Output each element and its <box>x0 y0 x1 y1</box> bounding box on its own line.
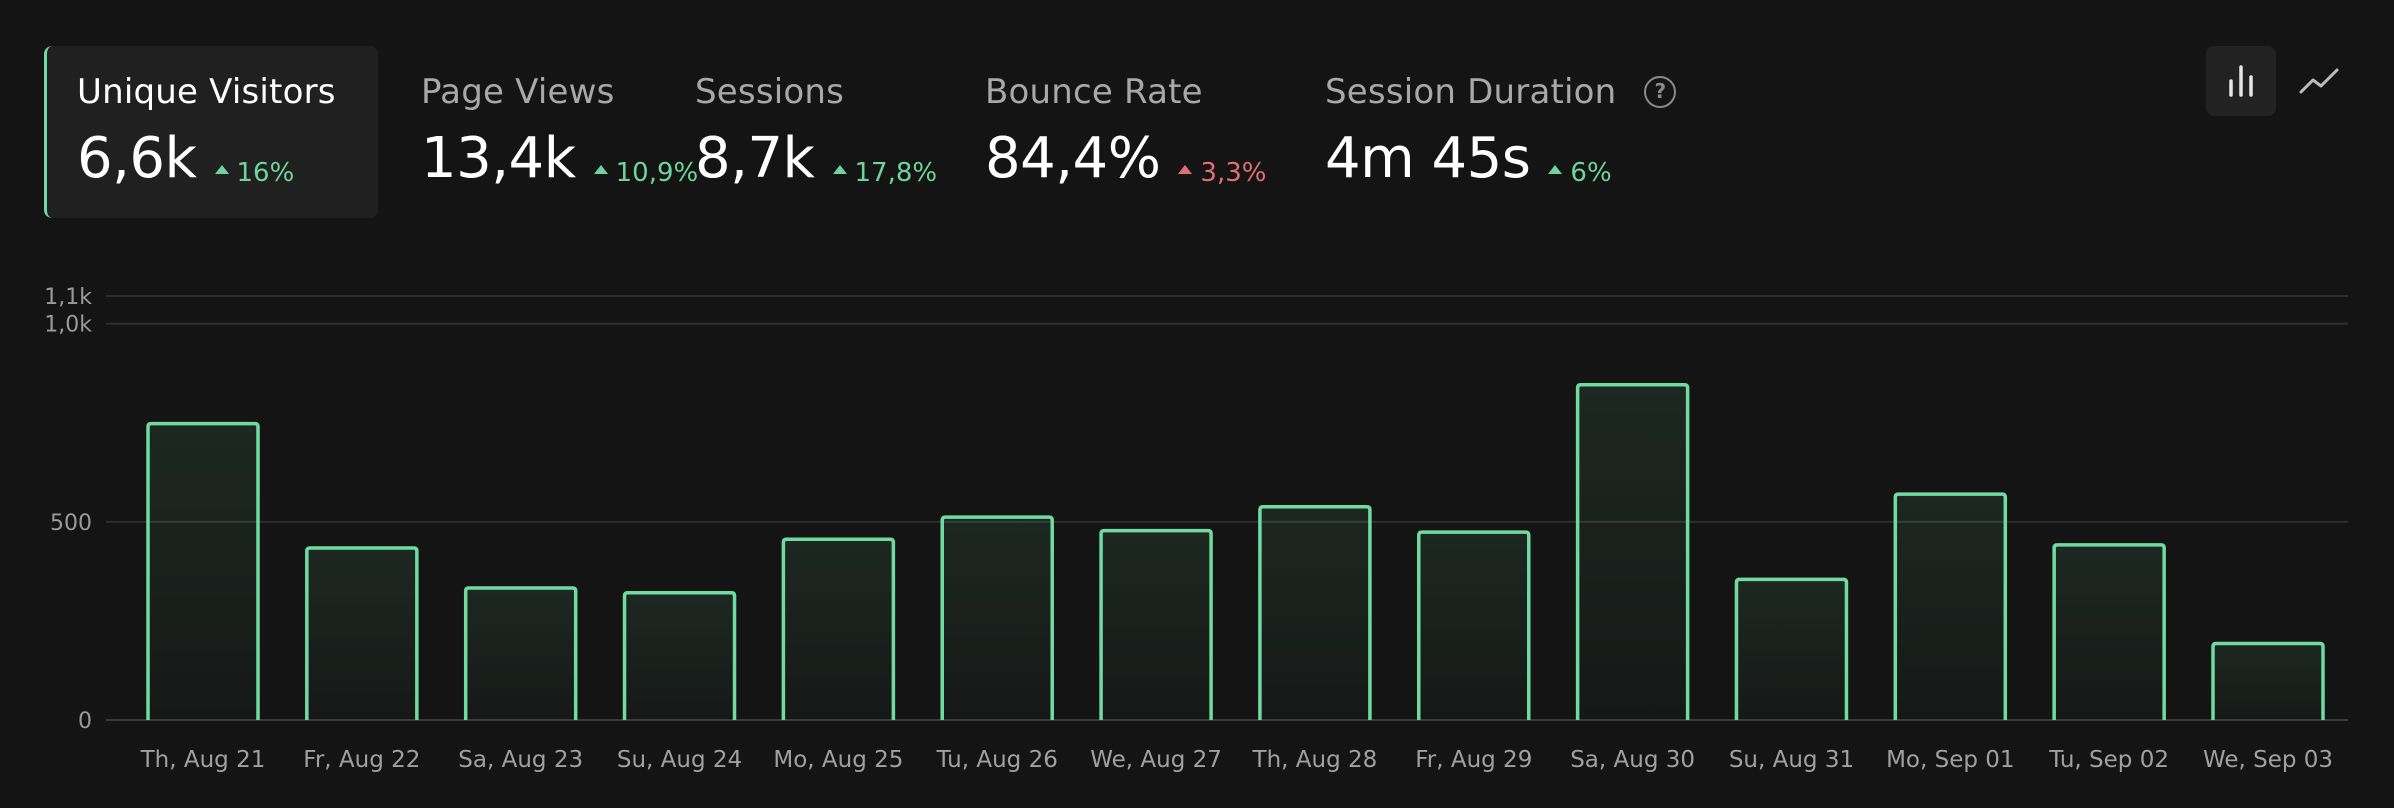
bar[interactable] <box>781 537 896 720</box>
metric-label-row: Session Duration ? <box>1325 72 1745 112</box>
x-tick-label: Tu, Sep 02 <box>2048 747 2169 773</box>
line-chart-view-button[interactable] <box>2284 46 2354 116</box>
x-tick-label: Th, Aug 28 <box>1252 747 1378 773</box>
x-tick-label: Tu, Aug 26 <box>936 747 1058 773</box>
bar-chart-view-button[interactable] <box>2206 46 2276 116</box>
bar[interactable] <box>1417 530 1531 720</box>
metric-change: 10,9% <box>593 157 699 188</box>
metric-change-value: 10,9% <box>615 157 699 188</box>
metric-value: 8,7k <box>695 126 815 191</box>
bar[interactable] <box>940 515 1054 720</box>
x-tick-label: Mo, Sep 01 <box>1886 747 2014 773</box>
line-chart-icon <box>2299 68 2339 94</box>
y-tick-label: 0 <box>78 709 92 734</box>
bar-chart-icon <box>2229 65 2253 97</box>
metric-change-value: 3,3% <box>1200 157 1267 188</box>
bar[interactable] <box>146 421 260 720</box>
bar[interactable] <box>1893 492 2008 720</box>
metric-label: Session Duration <box>1325 72 1617 112</box>
metric-unique-visitors[interactable]: Unique Visitors 6,6k 16% <box>44 46 378 218</box>
metric-label: Bounce Rate <box>985 72 1203 112</box>
bar[interactable] <box>305 546 419 720</box>
metric-change-value: 16% <box>236 157 295 188</box>
metric-change: 16% <box>214 157 295 188</box>
bar[interactable] <box>463 586 578 720</box>
bar[interactable] <box>622 591 737 720</box>
arrow-up-icon <box>1178 165 1193 174</box>
bar[interactable] <box>1099 528 1213 720</box>
metrics-row: Unique Visitors 6,6k 16% Page Views 13,4… <box>44 46 1745 218</box>
bar[interactable] <box>2211 641 2325 720</box>
x-tick-label: Fr, Aug 22 <box>303 747 420 773</box>
metric-change: 3,3% <box>1178 158 1266 188</box>
x-tick-label: We, Aug 27 <box>1090 747 1222 773</box>
metric-value: 13,4k <box>421 126 576 191</box>
help-circle-icon[interactable]: ? <box>1644 76 1677 108</box>
x-tick-label: Sa, Aug 30 <box>1570 747 1695 773</box>
metric-value: 84,4% <box>985 126 1161 191</box>
metric-session-duration[interactable]: Session Duration ? 4m 45s 6% <box>1325 46 1745 218</box>
x-tick-label: We, Sep 03 <box>2203 747 2333 773</box>
metric-page-views[interactable]: Page Views 13,4k 10,9% <box>378 46 698 218</box>
bar[interactable] <box>2052 543 2166 720</box>
metric-change: 6% <box>1548 157 1612 188</box>
arrow-up-icon <box>832 165 847 174</box>
arrow-up-icon <box>214 165 229 174</box>
metric-label: Unique Visitors <box>77 72 336 112</box>
metric-value: 4m 45s <box>1325 126 1531 191</box>
metric-change: 17,8% <box>832 157 938 188</box>
y-tick-label: 500 <box>50 511 92 536</box>
x-tick-label: Th, Aug 21 <box>140 747 266 773</box>
x-tick-label: Fr, Aug 29 <box>1415 747 1532 773</box>
y-tick-label: 1,0k <box>44 313 92 338</box>
metric-sessions[interactable]: Sessions 8,7k 17,8% <box>695 46 985 218</box>
arrow-up-icon <box>1548 165 1563 174</box>
metric-label: Page Views <box>421 72 615 112</box>
metric-bounce-rate[interactable]: Bounce Rate 84,4% 3,3% <box>985 46 1325 218</box>
metric-value: 6,6k <box>77 126 197 191</box>
arrow-up-icon <box>593 165 608 174</box>
x-tick-label: Su, Aug 31 <box>1729 747 1854 773</box>
bar[interactable] <box>1258 505 1372 720</box>
x-tick-label: Sa, Aug 23 <box>458 747 583 773</box>
metric-label: Sessions <box>695 72 845 112</box>
x-tick-label: Su, Aug 24 <box>617 747 742 773</box>
metric-change-value: 17,8% <box>854 157 938 188</box>
metric-change-value: 6% <box>1570 157 1612 188</box>
bar[interactable] <box>1734 577 1849 720</box>
y-tick-label: 1,1k <box>44 285 92 310</box>
bar[interactable] <box>1575 383 1690 720</box>
chart-view-toggle <box>2206 46 2354 116</box>
x-tick-label: Mo, Aug 25 <box>773 747 903 773</box>
